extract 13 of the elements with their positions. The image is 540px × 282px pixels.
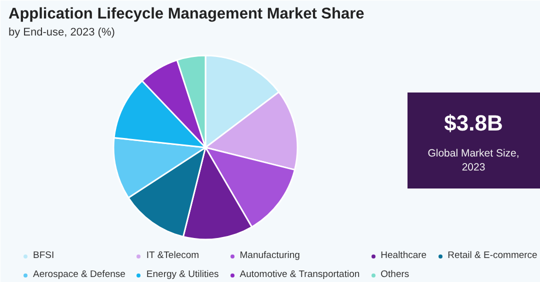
legend-label: Energy & Utilities [146, 269, 219, 280]
chart-title: Application Lifecycle Management Market Share [8, 6, 365, 22]
text: Global Market Size, 2023 [428, 147, 520, 174]
legend-label: Healthcare [380, 250, 427, 261]
chart-subtitle: by End-use, 2023 (%) [8, 26, 115, 38]
legend-label: Automotive & Transportation [240, 269, 360, 280]
legend-label: Aerospace & Defense [33, 269, 126, 280]
legend-label: BFSI [33, 250, 54, 261]
legend-label: Others [380, 269, 410, 280]
text: $3.8B [444, 110, 503, 136]
legend-label: IT &Telecom [146, 250, 200, 261]
legend-label: Retail & E-commerce [448, 250, 538, 261]
legend-label: Manufacturing [240, 250, 300, 261]
